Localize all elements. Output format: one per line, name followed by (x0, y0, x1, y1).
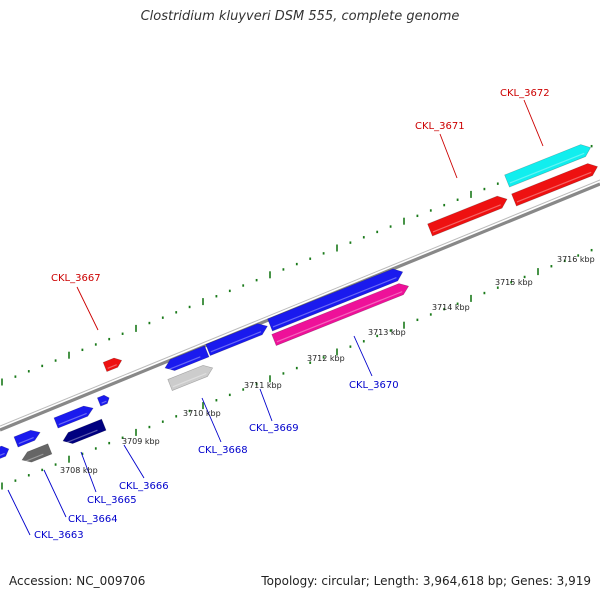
leader-line (7, 489, 31, 536)
scale-labels: 3708 kbp 3709 kbp 3710 kbp 3711 kbp 3712 kbp… (60, 255, 595, 475)
gene-label: CKL_3671 (415, 121, 465, 132)
scale-label: 3708 kbp (60, 466, 98, 475)
scale-label: 3712 kbp (307, 354, 345, 363)
gene-label: CKL_3667 (51, 273, 101, 284)
gene-labels: CKL_3663 CKL_3664 CKL_3665 CKL_3666 CKL_3667… (34, 88, 550, 541)
gene-navy (62, 418, 107, 444)
gene-red-3672 (511, 163, 599, 207)
gene-label: CKL_3670 (349, 380, 399, 391)
gene-blue-c-shine (58, 412, 87, 426)
gene-red-3671-shine (432, 204, 501, 233)
label-leader-lines (7, 99, 544, 536)
gene-cyan-3672 (504, 144, 592, 188)
leader-line (80, 451, 97, 493)
accession-text: Accession: NC_009706 (9, 574, 146, 588)
gene-label: CKL_3669 (249, 423, 299, 434)
gene-label: CKL_3664 (68, 514, 118, 525)
gene-gray-3668-shine (172, 372, 207, 388)
leader-line (353, 335, 373, 377)
leader-line (523, 99, 544, 147)
gene-label: CKL_3663 (34, 530, 84, 541)
gene-blue-b-shine (18, 437, 34, 445)
scale-label: 3714 kbp (432, 303, 470, 312)
gene-red-3667-shine (107, 364, 117, 369)
gene-blue-a (0, 445, 10, 459)
gene-blue-d (96, 394, 110, 407)
genome-backbone (0, 179, 600, 432)
gene-blue-3670-shine (272, 277, 397, 328)
scale-label: 3711 kbp (244, 381, 282, 390)
gene-blue-a-shine (0, 452, 5, 456)
leader-line (439, 133, 458, 179)
gene-red-3672-shine (516, 171, 592, 203)
gene-label: CKL_3672 (500, 88, 550, 99)
scale-label: 3713 kbp (368, 328, 406, 337)
gene-blue-3670 (267, 268, 404, 332)
gene-darkgray (21, 443, 53, 463)
gene-darkgray-shine (24, 453, 44, 463)
topology-text: Topology: circular; Length: 3,964,618 bp… (261, 574, 591, 588)
leader-line (259, 388, 273, 422)
gene-blue-3668 (164, 345, 210, 371)
gene-blue-d-shine (101, 400, 107, 404)
gene-cyan-3672-shine (509, 152, 585, 184)
leader-line (76, 286, 99, 331)
scale-label: 3716 kbp (557, 255, 595, 264)
gene-label: CKL_3666 (119, 481, 169, 492)
gene-blue-c (53, 405, 94, 429)
gene-features (0, 144, 599, 463)
scale-label: 3709 kbp (122, 437, 160, 446)
gene-pink-3670-shine (276, 291, 403, 343)
gene-blue-3668-shine (167, 356, 201, 371)
gene-red-3671 (427, 195, 508, 237)
scale-label: 3710 kbp (183, 409, 221, 418)
backbone-line-2 (0, 179, 600, 427)
gene-navy-shine (65, 429, 98, 444)
gene-red-3667 (102, 357, 123, 373)
leader-line (43, 469, 67, 518)
leader-line (201, 397, 222, 443)
gene-blue-3669-shine (210, 331, 262, 353)
gene-blue-b (13, 429, 41, 448)
gene-label: CKL_3668 (198, 445, 248, 456)
scale-label: 3715 kbp (495, 278, 533, 287)
gene-gray-3668 (167, 365, 214, 391)
gene-label: CKL_3665 (87, 495, 137, 506)
leader-line (123, 444, 145, 479)
tick-marks (1, 144, 593, 490)
gene-blue-3669 (205, 323, 268, 356)
map-title: Clostridium kluyveri DSM 555, complete g… (140, 9, 460, 24)
gene-pink-3670 (271, 283, 410, 346)
